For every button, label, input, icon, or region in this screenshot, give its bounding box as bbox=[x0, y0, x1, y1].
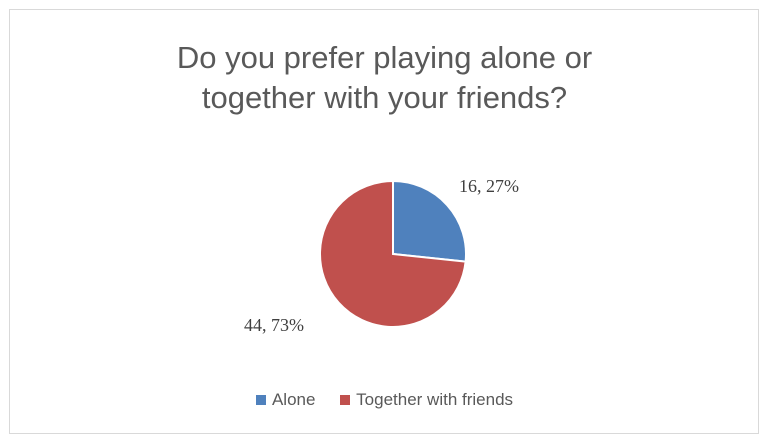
chart-title-line-2: together with your friends? bbox=[201, 80, 568, 115]
data-label-alone: 16, 27% bbox=[459, 176, 519, 196]
legend-swatch-alone bbox=[255, 395, 266, 405]
data-label-together: 44, 73% bbox=[244, 315, 304, 335]
chart-title-line-1: Do you prefer playing alone or bbox=[176, 40, 593, 75]
legend-item-together: Together with friends bbox=[340, 390, 513, 410]
legend: Alone Together with friends bbox=[0, 390, 769, 410]
pie-slice-alone bbox=[392, 179, 467, 263]
legend-item-alone: Alone bbox=[255, 390, 316, 410]
chart-title: Do you prefer playing alone or together … bbox=[0, 38, 769, 118]
legend-label-alone: Alone bbox=[271, 390, 316, 409]
legend-label-together: Together with friends bbox=[356, 390, 514, 409]
pie-slice-together bbox=[319, 179, 467, 328]
legend-swatch-together bbox=[340, 395, 351, 405]
